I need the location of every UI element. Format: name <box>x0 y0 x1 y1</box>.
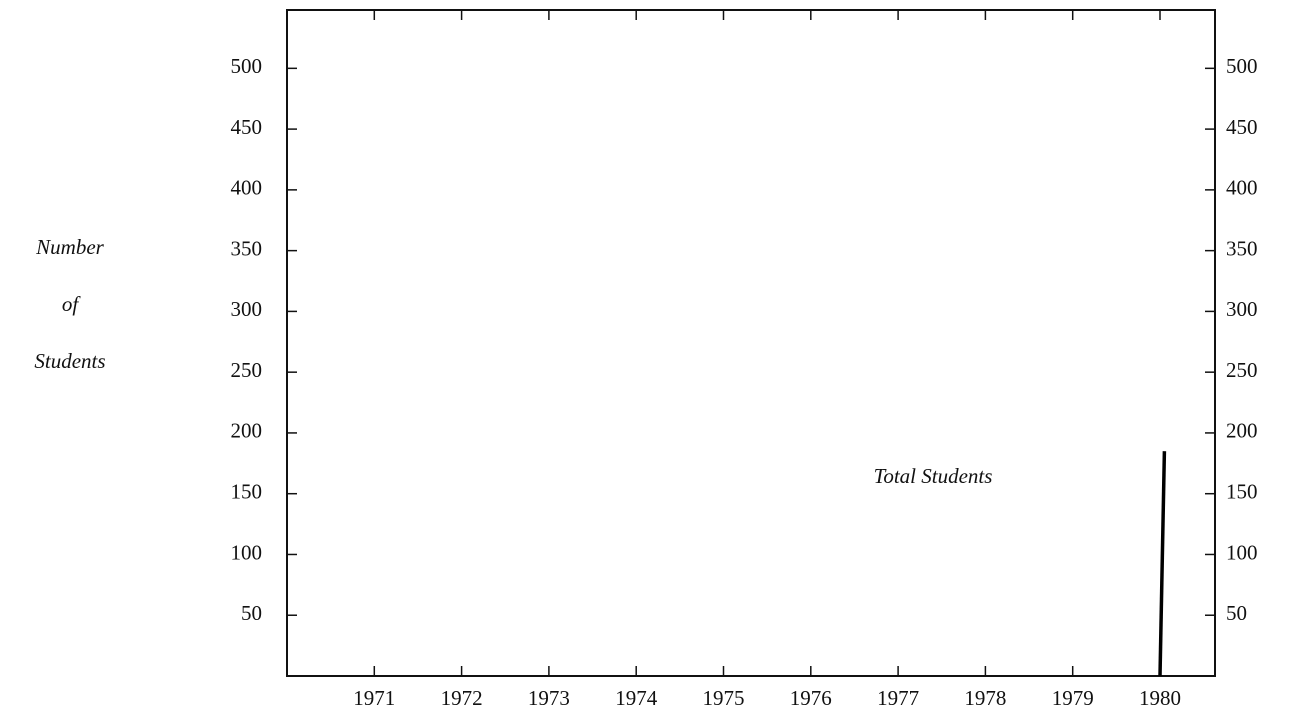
y-tick-label: 300 <box>231 297 263 321</box>
data-line <box>1158 451 1167 677</box>
y2-tick-label: 50 <box>1226 601 1247 625</box>
y-axis-label: Students <box>34 349 105 373</box>
y-tick-label: 250 <box>231 358 263 382</box>
x-tick-label: 1975 <box>703 686 745 710</box>
x-tick-label: 1979 <box>1052 686 1094 710</box>
y-axis-label: of <box>62 292 82 316</box>
y-tick-label: 350 <box>231 236 263 260</box>
y2-tick-label: 300 <box>1226 297 1258 321</box>
x-tick-label: 1977 <box>877 686 919 710</box>
y2-tick-label: 400 <box>1226 176 1258 200</box>
y-tick-label: 400 <box>231 176 263 200</box>
y2-tick-label: 350 <box>1226 236 1258 260</box>
x-tick-label: 1971 <box>353 686 395 710</box>
x-tick-label: 1978 <box>964 686 1006 710</box>
y-tick-label: 500 <box>231 54 263 78</box>
x-tick-label: 1974 <box>615 686 658 710</box>
series-label: Total Students <box>874 464 993 488</box>
x-tick-label: 1980 <box>1139 686 1181 710</box>
plot-frame <box>286 9 1216 677</box>
y-tick-label: 200 <box>231 419 263 443</box>
y2-tick-label: 450 <box>1226 115 1258 139</box>
y-axis-label: Number <box>35 235 104 259</box>
y2-tick-label: 500 <box>1226 54 1258 78</box>
y-tick-label: 150 <box>231 480 263 504</box>
y2-tick-label: 200 <box>1226 419 1258 443</box>
x-tick-label: 1972 <box>441 686 483 710</box>
x-tick-label: 1976 <box>790 686 832 710</box>
y2-tick-label: 250 <box>1226 358 1258 382</box>
y-tick-label: 450 <box>231 115 263 139</box>
y2-tick-label: 100 <box>1226 540 1258 564</box>
y2-tick-label: 150 <box>1226 480 1258 504</box>
y-tick-label: 100 <box>231 540 263 564</box>
y-tick-label: 50 <box>241 601 262 625</box>
x-tick-label: 1973 <box>528 686 570 710</box>
